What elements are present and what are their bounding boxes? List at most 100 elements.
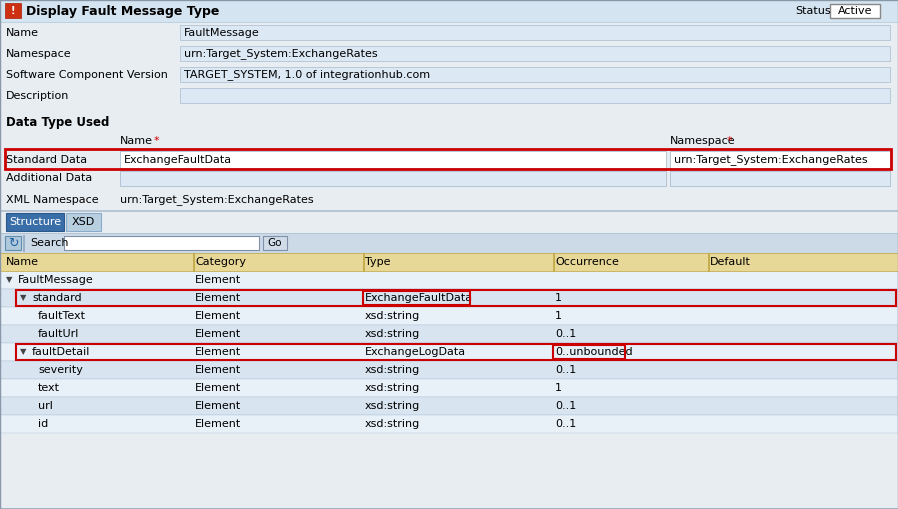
Bar (180, 88, 890, 103)
Text: ExchangeFaultData: ExchangeFaultData (365, 293, 473, 303)
Bar (64, 236, 259, 250)
Text: faultDetail: faultDetail (32, 347, 91, 357)
Text: Element: Element (195, 365, 242, 375)
Text: *: * (154, 136, 160, 146)
Text: Element: Element (195, 275, 242, 285)
Bar (0, 210, 898, 211)
Text: xsd:string: xsd:string (365, 383, 420, 393)
Text: faultText: faultText (38, 311, 86, 321)
Text: ExchangeLogData: ExchangeLogData (365, 347, 466, 357)
Bar (16, 290, 896, 306)
Text: !: ! (11, 6, 15, 16)
Bar (16, 344, 896, 360)
Bar (0, 233, 898, 253)
Text: Structure: Structure (9, 217, 61, 227)
Text: urn:Target_System:ExchangeRates: urn:Target_System:ExchangeRates (120, 194, 313, 206)
Bar (120, 171, 666, 186)
Text: 1: 1 (555, 311, 562, 321)
Text: 1: 1 (555, 383, 562, 393)
Text: XML Namespace: XML Namespace (6, 195, 99, 205)
Text: 0..1: 0..1 (555, 365, 577, 375)
Bar (180, 25, 890, 40)
Bar (180, 67, 890, 82)
Bar (0, 271, 898, 289)
Text: xsd:string: xsd:string (365, 419, 420, 429)
Text: Element: Element (195, 401, 242, 411)
Bar (5, 3, 21, 18)
Text: Default: Default (710, 257, 751, 267)
Bar (0, 361, 898, 379)
Text: XSD: XSD (71, 217, 94, 227)
Text: Data Type Used: Data Type Used (6, 116, 110, 128)
Text: Software Component Version: Software Component Version (6, 70, 168, 79)
Text: Display Fault Message Type: Display Fault Message Type (26, 5, 219, 17)
Bar (0, 415, 898, 433)
Text: xsd:string: xsd:string (365, 311, 420, 321)
Text: Name: Name (6, 27, 39, 38)
Bar (0, 289, 898, 307)
Text: xsd:string: xsd:string (365, 401, 420, 411)
Bar (0, 325, 898, 343)
Bar (670, 171, 890, 186)
Bar (708, 253, 709, 271)
Text: ▼: ▼ (20, 294, 27, 302)
Bar (363, 253, 364, 271)
Text: Occurrence: Occurrence (555, 257, 619, 267)
Text: text: text (38, 383, 60, 393)
Text: 0..1: 0..1 (555, 419, 577, 429)
Bar (553, 345, 625, 359)
Bar (553, 253, 554, 271)
Text: Type: Type (365, 257, 391, 267)
Text: Element: Element (195, 383, 242, 393)
Bar (0, 343, 898, 361)
Bar (0, 307, 898, 325)
Text: Namespace: Namespace (6, 48, 72, 59)
Text: TARGET_SYSTEM, 1.0 of integrationhub.com: TARGET_SYSTEM, 1.0 of integrationhub.com (184, 69, 430, 80)
Text: FaultMessage: FaultMessage (18, 275, 93, 285)
Text: 0..unbounded: 0..unbounded (555, 347, 632, 357)
Text: standard: standard (32, 293, 82, 303)
Text: FaultMessage: FaultMessage (184, 27, 260, 38)
Bar (830, 4, 880, 18)
Text: ↻: ↻ (8, 237, 18, 249)
Text: Namespace: Namespace (670, 136, 735, 146)
Text: Element: Element (195, 329, 242, 339)
Text: Additional Data: Additional Data (6, 173, 92, 183)
Text: ▼: ▼ (6, 275, 13, 285)
Bar (0, 0, 898, 22)
Bar (0, 253, 898, 271)
Text: Go: Go (268, 238, 282, 248)
Bar (120, 151, 666, 168)
Bar (180, 46, 890, 61)
Text: Description: Description (6, 91, 69, 100)
Text: Element: Element (195, 311, 242, 321)
Bar (23, 235, 24, 251)
Text: urn:Target_System:ExchangeRates: urn:Target_System:ExchangeRates (674, 155, 867, 165)
Text: ▼: ▼ (20, 348, 27, 356)
Text: Element: Element (195, 293, 242, 303)
Text: Search: Search (30, 238, 68, 248)
Text: ExchangeFaultData: ExchangeFaultData (124, 155, 232, 165)
Bar (5, 149, 891, 169)
Text: Name: Name (120, 136, 153, 146)
Bar (0, 379, 898, 397)
Text: Element: Element (195, 347, 242, 357)
Bar (363, 291, 470, 305)
Text: severity: severity (38, 365, 83, 375)
Text: 1: 1 (555, 293, 562, 303)
Text: *: * (727, 136, 733, 146)
Bar (6, 213, 64, 231)
Text: Active: Active (838, 6, 872, 16)
Bar (193, 253, 194, 271)
Text: id: id (38, 419, 48, 429)
Bar (263, 236, 287, 250)
Text: 0..1: 0..1 (555, 401, 577, 411)
Bar (5, 236, 21, 250)
Text: Standard Data: Standard Data (6, 155, 87, 165)
Text: Element: Element (195, 419, 242, 429)
Text: urn:Target_System:ExchangeRates: urn:Target_System:ExchangeRates (184, 48, 378, 59)
Text: Name: Name (6, 257, 39, 267)
Text: Status: Status (795, 6, 831, 16)
Text: url: url (38, 401, 53, 411)
Bar (0, 508, 898, 509)
